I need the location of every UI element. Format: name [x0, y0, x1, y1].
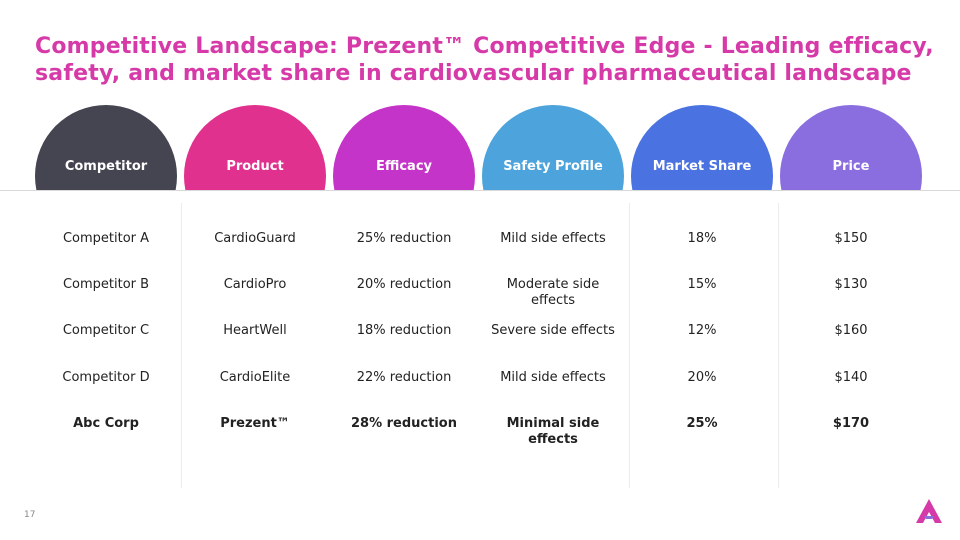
- cell-price: $130: [834, 277, 868, 292]
- cell-price: $150: [834, 231, 868, 246]
- cell-competitor: Abc Corp: [73, 416, 139, 431]
- column-divider: [629, 203, 630, 488]
- cell-market-share: 15%: [687, 277, 717, 292]
- cell-efficacy: 20% reduction: [356, 277, 452, 292]
- column-header-safety-profile: Safety Profile: [482, 105, 624, 191]
- cell-safety: Moderate side effects: [506, 277, 600, 308]
- header-label: Product: [226, 159, 284, 174]
- cell-efficacy: 25% reduction: [356, 231, 452, 246]
- cell-safety: Severe side effects: [491, 323, 615, 338]
- column-header-price: Price: [780, 105, 922, 191]
- header-shape: [482, 105, 624, 191]
- cell-market-share: 18%: [687, 231, 717, 246]
- slide-title: Competitive Landscape: Prezent™ Competit…: [35, 34, 934, 86]
- header-label: Market Share: [652, 159, 752, 174]
- cell-efficacy: 28% reduction: [351, 416, 457, 431]
- cell-product: Prezent™: [220, 416, 290, 431]
- header-shape: [631, 105, 773, 191]
- cell-efficacy: 18% reduction: [356, 323, 452, 338]
- header-label: Safety Profile: [503, 159, 603, 174]
- cell-competitor: Competitor D: [62, 370, 150, 385]
- cell-competitor: Competitor A: [62, 231, 150, 246]
- cell-competitor: Competitor B: [62, 277, 150, 292]
- cell-market-share: 20%: [687, 370, 717, 385]
- cell-price: $160: [834, 323, 868, 338]
- cell-competitor: Competitor C: [62, 323, 150, 338]
- column-divider: [778, 203, 779, 488]
- cell-market-share: 12%: [687, 323, 717, 338]
- prezent-logo-icon: [916, 499, 942, 523]
- cell-price: $170: [832, 416, 870, 431]
- page-number: 17: [24, 510, 36, 520]
- cell-efficacy: 22% reduction: [356, 370, 452, 385]
- header-label: Efficacy: [375, 159, 433, 174]
- column-header-efficacy: Efficacy: [333, 105, 475, 191]
- header-shape: [333, 105, 475, 191]
- column-header-competitor: Competitor: [35, 105, 177, 191]
- cell-market-share: 25%: [686, 416, 718, 431]
- column-header-product: Product: [184, 105, 326, 191]
- header-label: Price: [832, 159, 870, 174]
- cell-product: CardioGuard: [214, 231, 296, 246]
- cell-product: CardioElite: [219, 370, 291, 385]
- cell-price: $140: [834, 370, 868, 385]
- column-divider: [181, 203, 182, 488]
- header-shape: [35, 105, 177, 191]
- cell-product: HeartWell: [223, 323, 287, 338]
- cell-product: CardioPro: [223, 277, 287, 292]
- cell-safety: Minimal side effects: [506, 416, 600, 447]
- header-shape: [780, 105, 922, 191]
- cell-safety: Mild side effects: [500, 231, 606, 246]
- header-shape: [184, 105, 326, 191]
- cell-safety: Mild side effects: [500, 370, 606, 385]
- column-header-market-share: Market Share: [631, 105, 773, 191]
- header-divider: [0, 190, 960, 191]
- header-label: Competitor: [64, 159, 148, 174]
